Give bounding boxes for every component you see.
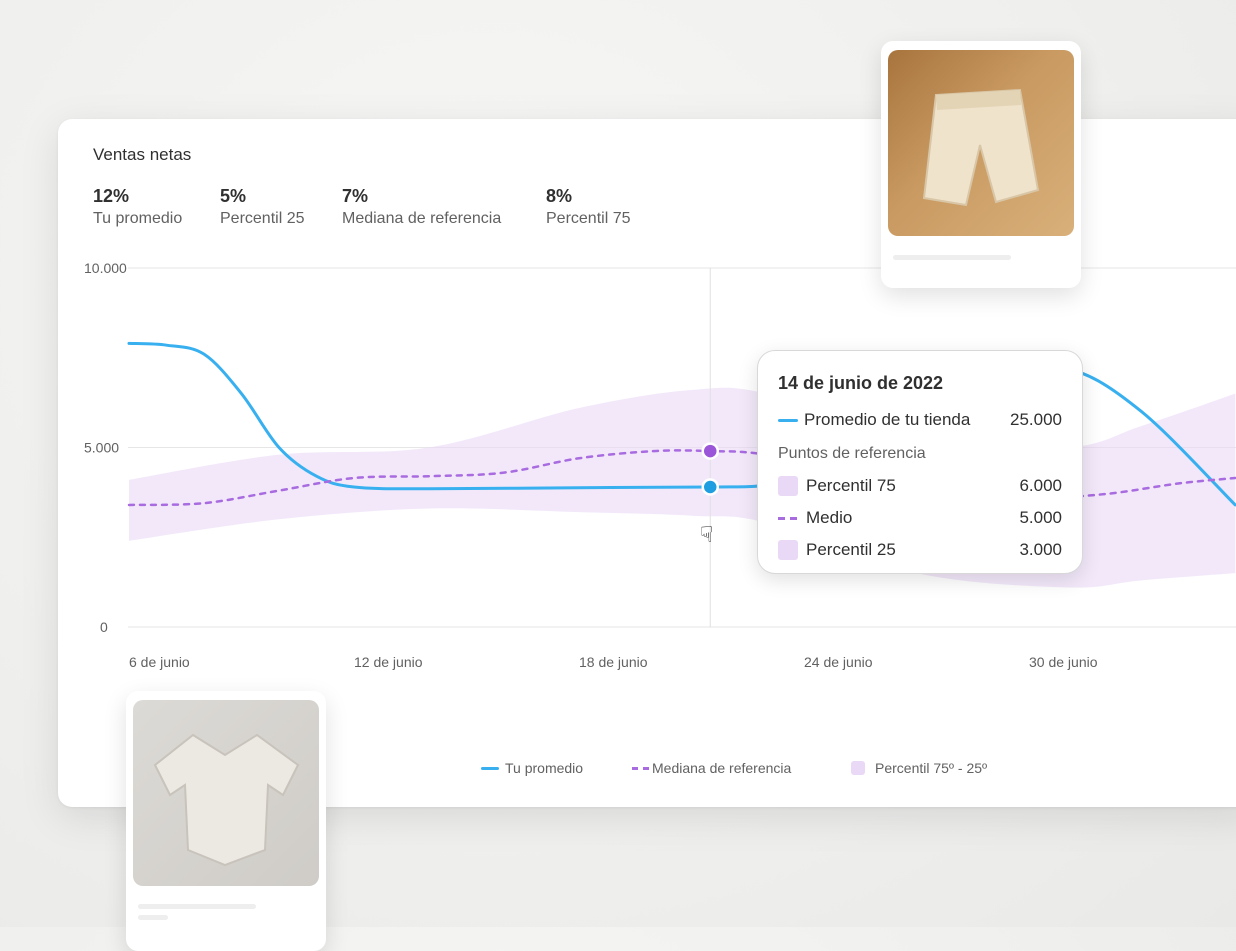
legend-item-percentile-band[interactable]: Percentil 75º - 25º bbox=[851, 760, 987, 776]
stat-your-average: 12% Tu promedio bbox=[93, 186, 182, 228]
stat-label: Mediana de referencia bbox=[342, 210, 502, 227]
y-tick-label: 10.000 bbox=[84, 260, 127, 276]
shorts-icon bbox=[922, 88, 1040, 207]
x-tick-label: 30 de junio bbox=[1029, 654, 1098, 670]
placeholder-text-bar bbox=[138, 904, 256, 909]
legend-item-reference-median[interactable]: Mediana de referencia bbox=[632, 760, 791, 776]
legend-label: Mediana de referencia bbox=[652, 760, 792, 776]
tooltip-row-p75: Percentil 75 6.000 bbox=[778, 470, 1062, 502]
band-swatch-icon bbox=[778, 540, 798, 560]
y-tick-label: 5.000 bbox=[84, 440, 119, 456]
tooltip-date: 14 de junio de 2022 bbox=[778, 373, 944, 393]
x-tick-label: 24 de junio bbox=[804, 654, 873, 670]
hand-pointer-cursor-icon: ☟ bbox=[700, 522, 714, 547]
tshirt-icon bbox=[153, 733, 300, 867]
tooltip-section: Puntos de referencia bbox=[778, 445, 926, 462]
solid-line-swatch-icon bbox=[481, 766, 499, 770]
dashed-line-swatch-icon bbox=[778, 516, 798, 520]
dashed-line-swatch-icon bbox=[632, 766, 650, 770]
stat-value: 5% bbox=[220, 186, 247, 206]
x-tick-label: 6 de junio bbox=[129, 654, 190, 670]
tooltip-value: 6.000 bbox=[1019, 476, 1062, 495]
stat-percentile-25: 5% Percentil 25 bbox=[220, 186, 305, 228]
tooltip-label: Percentil 75 bbox=[806, 476, 896, 495]
legend-item-your-average[interactable]: Tu promedio bbox=[481, 760, 583, 776]
tooltip-row-store: Promedio de tu tienda 25.000 bbox=[778, 404, 1062, 436]
tooltip-row-median: Medio 5.000 bbox=[778, 502, 1062, 534]
product-card-shorts[interactable] bbox=[881, 41, 1081, 288]
stat-reference-median: 7% Mediana de referencia bbox=[342, 186, 501, 228]
stat-label: Percentil 75 bbox=[546, 210, 631, 227]
legend-label: Percentil 75º - 25º bbox=[875, 760, 988, 776]
stat-value: 8% bbox=[546, 186, 573, 206]
placeholder-text-bar bbox=[138, 915, 168, 920]
stat-value: 7% bbox=[342, 186, 369, 206]
hover-point bbox=[701, 478, 719, 496]
legend-label: Tu promedio bbox=[505, 760, 584, 776]
tooltip-value: 3.000 bbox=[1019, 540, 1062, 559]
tooltip-row-p25: Percentil 25 3.000 bbox=[778, 534, 1062, 566]
tshirt-product-image bbox=[133, 700, 319, 886]
stat-label: Tu promedio bbox=[93, 210, 183, 227]
hover-point bbox=[701, 442, 719, 460]
solid-line-swatch-icon bbox=[778, 418, 798, 422]
product-card-tshirt[interactable] bbox=[126, 691, 326, 951]
tooltip-value: 5.000 bbox=[1019, 508, 1062, 527]
chart-tooltip: 14 de junio de 2022 Promedio de tu tiend… bbox=[757, 350, 1083, 574]
tooltip-label: Medio bbox=[806, 508, 853, 527]
tooltip-label: Promedio de tu tienda bbox=[804, 410, 971, 429]
x-tick-label: 18 de junio bbox=[579, 654, 648, 670]
y-tick-label: 0 bbox=[100, 619, 108, 635]
x-tick-label: 12 de junio bbox=[354, 654, 423, 670]
stat-value: 12% bbox=[93, 186, 130, 206]
shorts-product-image bbox=[888, 50, 1074, 236]
stat-label: Percentil 25 bbox=[220, 210, 305, 227]
band-swatch-icon bbox=[851, 761, 865, 775]
card-title: Ventas netas bbox=[93, 145, 192, 164]
tooltip-value: 25.000 bbox=[1010, 410, 1062, 429]
placeholder-text-bar bbox=[893, 255, 1011, 260]
tooltip-label: Percentil 25 bbox=[806, 540, 896, 559]
stat-percentile-75: 8% Percentil 75 bbox=[546, 186, 631, 228]
band-swatch-icon bbox=[778, 476, 798, 496]
